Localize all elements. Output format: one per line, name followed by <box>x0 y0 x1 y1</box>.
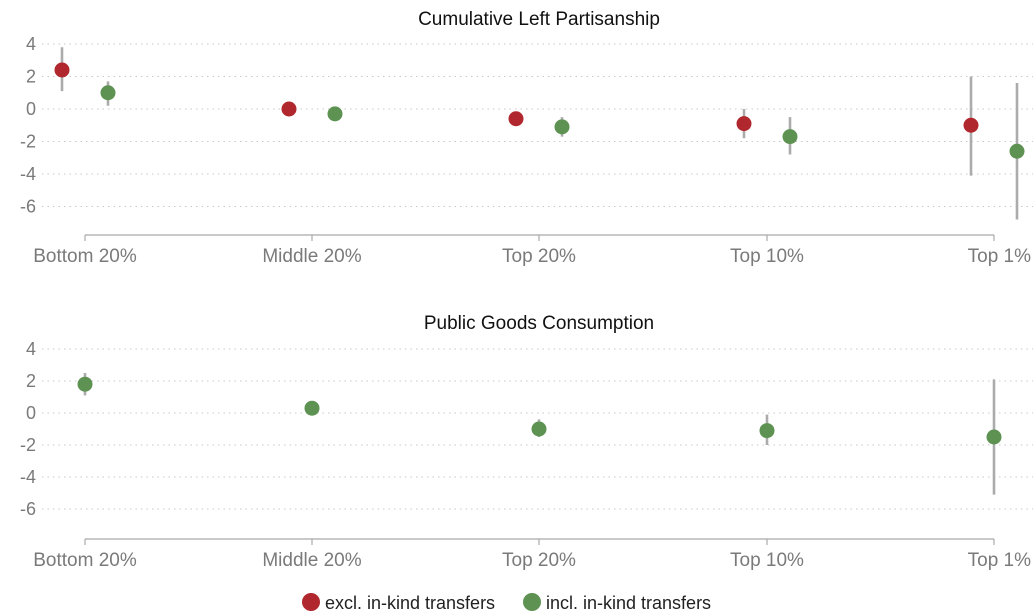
legend-marker-excl <box>302 593 320 611</box>
x-tick-label: Bottom 20% <box>33 550 137 571</box>
x-tick-label: Top 20% <box>502 246 576 267</box>
x-tick-label: Top 10% <box>730 246 804 267</box>
legend-label-incl: incl. in-kind transfers <box>546 593 711 613</box>
data-point <box>54 62 70 78</box>
data-point <box>759 423 775 439</box>
data-point <box>77 376 93 392</box>
data-point <box>304 400 320 416</box>
x-tick-label: Bottom 20% <box>33 246 137 267</box>
y-tick-label: 2 <box>26 371 36 391</box>
y-tick-label: 4 <box>26 339 36 359</box>
data-point <box>281 101 297 117</box>
data-point <box>736 116 752 132</box>
data-point <box>327 106 343 122</box>
data-point <box>508 111 524 127</box>
y-tick-label: -2 <box>20 435 36 455</box>
x-tick-label: Middle 20% <box>262 550 361 571</box>
chart-title: Cumulative Left Partisanship <box>418 9 660 30</box>
legend-marker-incl <box>523 593 541 611</box>
data-point <box>100 85 116 101</box>
y-tick-label: 0 <box>26 403 36 423</box>
panel-public-goods-consumption: Public Goods Consumption 4 2 0 -2 -4 -6 Bottom… <box>20 313 1033 571</box>
data-point <box>782 129 798 145</box>
legend-item-excl: excl. in-kind transfers <box>302 593 495 613</box>
y-tick-label: 0 <box>26 99 36 119</box>
y-tick-label: 2 <box>26 67 36 87</box>
y-tick-label: -4 <box>20 467 36 487</box>
legend-label-excl: excl. in-kind transfers <box>325 593 495 613</box>
x-tick-label: Middle 20% <box>262 246 361 267</box>
x-tick-label: Top 20% <box>502 550 576 571</box>
data-point <box>986 429 1002 445</box>
data-point <box>963 117 979 133</box>
y-tick-label: -6 <box>20 499 36 519</box>
y-tick-label: 4 <box>26 34 36 54</box>
x-tick-label: Top 1% <box>968 246 1031 267</box>
x-tick-label: Top 10% <box>730 550 804 571</box>
legend-item-incl: incl. in-kind transfers <box>523 593 711 613</box>
panel-cumulative-left-partisanship: Cumulative Left Partisanship 4 2 0 -2 -4 -6 Bo… <box>20 9 1033 267</box>
chart-title: Public Goods Consumption <box>424 313 654 334</box>
legend: excl. in-kind transfers incl. in-kind tr… <box>302 593 711 613</box>
data-point <box>554 119 570 135</box>
data-point <box>531 421 547 437</box>
y-tick-label: -6 <box>20 197 36 217</box>
y-tick-label: -2 <box>20 132 36 152</box>
x-tick-label: Top 1% <box>968 550 1031 571</box>
data-point <box>1009 143 1025 159</box>
y-tick-label: -4 <box>20 164 36 184</box>
